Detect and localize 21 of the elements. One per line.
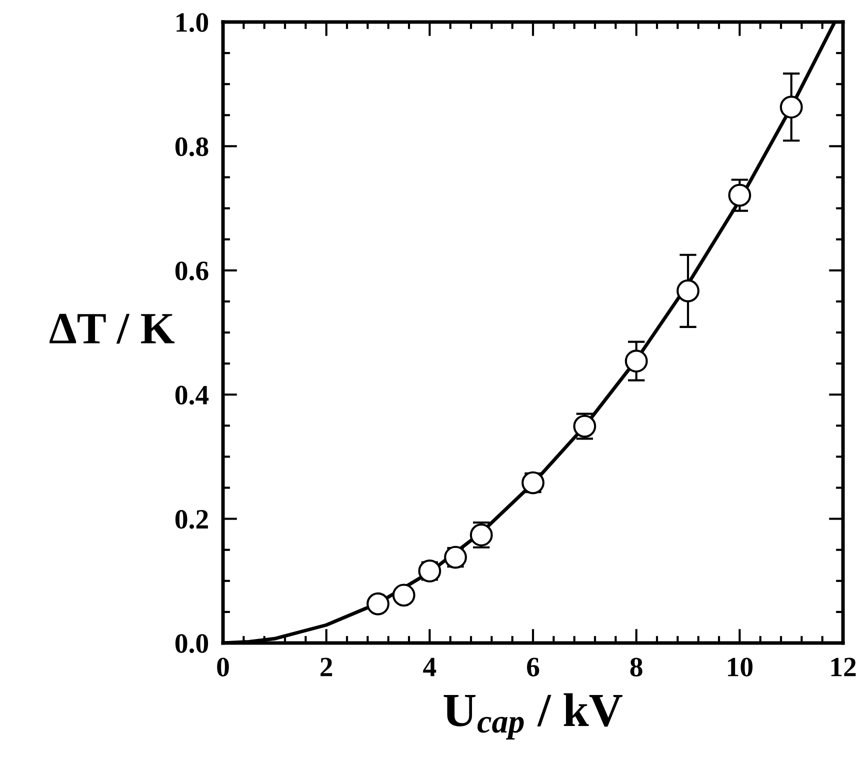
x-tick-label: 2 (320, 658, 332, 676)
point (728, 184, 752, 207)
x-tick-label: 4 (423, 658, 436, 676)
y-tick-label: 0.0 (175, 634, 208, 654)
y-tick-label: 0.6 (175, 262, 208, 280)
y-tick-label: 0.8 (175, 137, 208, 156)
point (624, 350, 648, 373)
x-tick-label: 8 (630, 658, 642, 676)
point (780, 96, 803, 119)
point (392, 584, 416, 607)
x-tick-label: 10 (728, 658, 752, 676)
x-tick-label: 0 (217, 658, 229, 676)
y-tick-label: 0.4 (175, 386, 209, 405)
x-tick-label: 12 (831, 658, 856, 676)
point (366, 592, 390, 616)
x-axis-title: U$_{cap}$ / kV (444, 693, 622, 740)
x-tick-label: 6 (527, 658, 540, 676)
point (676, 279, 700, 302)
y-tick-label: 1.0 (176, 13, 208, 32)
y-axis-title: ΔT / K (50, 314, 174, 344)
y-tick-label: 0.2 (175, 510, 208, 529)
